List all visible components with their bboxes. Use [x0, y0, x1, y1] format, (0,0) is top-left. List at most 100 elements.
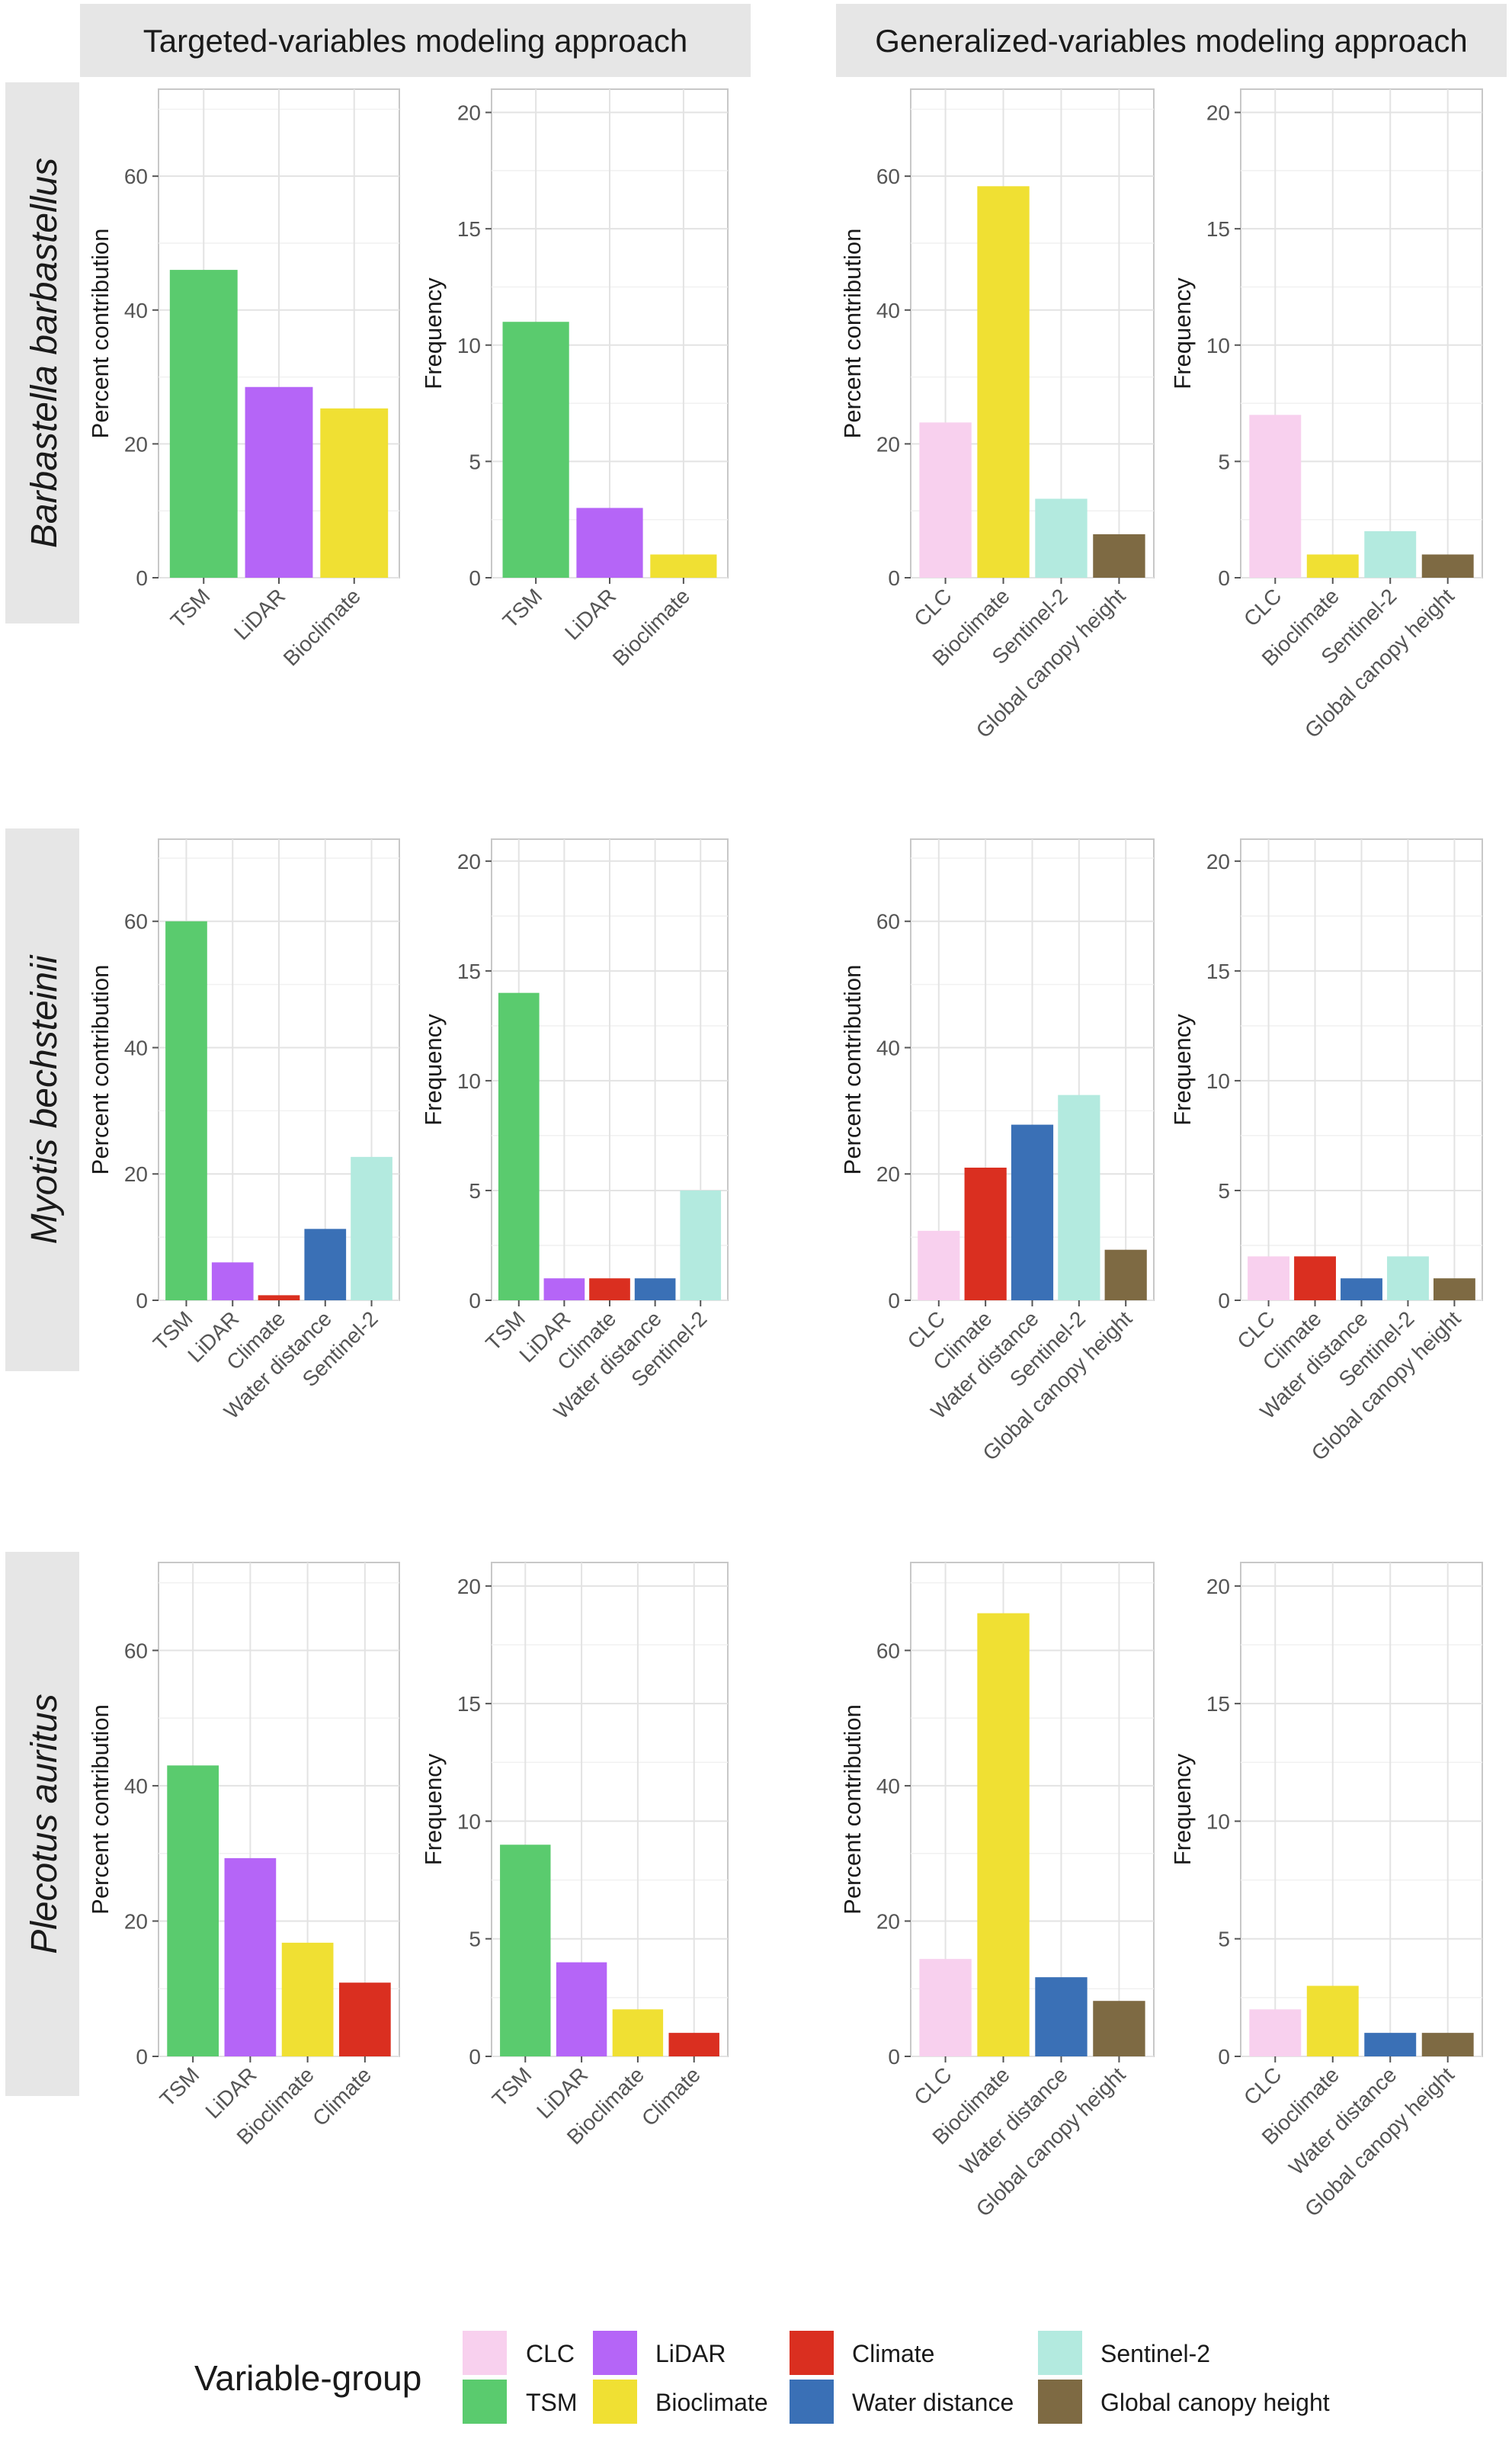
chart-2-3-bar-clc — [918, 1230, 960, 1300]
chart-3-2-ytick-label: 0 — [469, 2045, 481, 2069]
legend-label-sentinel-2: Sentinel-2 — [1100, 2340, 1210, 2367]
chart-2-1-ytick-label: 0 — [136, 1289, 148, 1312]
legend-label-tsm: TSM — [526, 2389, 578, 2416]
chart-3-3-bar-clc — [919, 1959, 972, 2056]
chart-1-1-xtick-label-lidar: LiDAR — [229, 584, 290, 644]
chart-3-1-bar-bioclimate — [281, 1942, 334, 2056]
chart-3-2: 05101520TSMLiDARBioclimateClimateFrequen… — [420, 1562, 729, 2149]
legend: Variable-group CLC TSM LiDAR Bioclimate … — [194, 2331, 1330, 2424]
chart-1-3-bar-global-canopy-height — [1093, 534, 1145, 578]
chart-3-4-bar-water-distance — [1364, 2033, 1417, 2056]
chart-2-4-bar-water-distance — [1341, 1278, 1382, 1300]
chart-2-2-bar-tsm — [498, 992, 540, 1300]
legend-label-clc: CLC — [526, 2340, 575, 2367]
chart-2-2-bar-lidar — [543, 1278, 585, 1300]
chart-1-4-ytick-label: 5 — [1218, 450, 1230, 473]
chart-2-1-bar-climate — [258, 1295, 300, 1300]
chart-3-4-bar-clc — [1249, 2009, 1302, 2056]
chart-3-1-xtick-label-climate: Climate — [308, 2062, 376, 2130]
chart-3-2-ytick-label: 20 — [457, 1575, 481, 1598]
chart-1-2-ytick-label: 20 — [457, 101, 481, 125]
legend-swatch-clc — [463, 2331, 507, 2375]
chart-1-2-ylabel: Frequency — [420, 277, 447, 389]
chart-2-3-ytick-label: 0 — [888, 1289, 900, 1312]
chart-1-2-bar-lidar — [576, 508, 643, 578]
chart-3-4-bar-bioclimate — [1306, 1985, 1359, 2056]
chart-1-2-bar-tsm — [502, 322, 569, 578]
chart-3-2-bar-bioclimate — [612, 2009, 664, 2056]
chart-1-4-bar-sentinel-2 — [1364, 530, 1417, 578]
chart-1-1-ytick-label: 0 — [136, 566, 148, 590]
species-strip-2-bg — [5, 828, 79, 1371]
chart-2-1-bar-lidar — [211, 1262, 254, 1300]
chart-1-4-ytick-label: 20 — [1206, 101, 1230, 125]
chart-1-1-bar-bioclimate — [320, 408, 389, 578]
chart-1-4-xtick-label-clc: CLC — [1239, 584, 1286, 631]
chart-1-2-ytick-label: 10 — [457, 334, 481, 357]
chart-3-4-ylabel: Frequency — [1169, 1753, 1196, 1865]
chart-3-2-ytick-label: 5 — [469, 1928, 481, 1951]
chart-3-3-ytick-label: 0 — [888, 2045, 900, 2069]
chart-3-3-ytick-label: 20 — [876, 1909, 900, 1933]
chart-1-2-xtick-label-lidar: LiDAR — [560, 584, 620, 644]
chart-1-2-ytick-label: 0 — [469, 566, 481, 590]
chart-2-4-ytick-label: 15 — [1206, 960, 1230, 983]
chart-2-2-ylabel: Frequency — [420, 1014, 447, 1126]
chart-3-4-ytick-label: 5 — [1218, 1928, 1230, 1951]
chart-2-3-ytick-label: 20 — [876, 1162, 900, 1186]
column-header-targeted: Targeted-variables modeling approach — [143, 23, 687, 59]
chart-3-1: 0204060TSMLiDARBioclimateClimatePercent … — [87, 1562, 400, 2149]
chart-2-2-ytick-label: 0 — [469, 1289, 481, 1312]
chart-3-1-bar-climate — [339, 1982, 391, 2056]
chart-3-2-ytick-label: 15 — [457, 1692, 481, 1716]
chart-1-1-xtick-label-bioclimate: Bioclimate — [279, 584, 365, 670]
chart-3-3-ytick-label: 60 — [876, 1639, 900, 1662]
chart-2-2-ytick-label: 15 — [457, 960, 481, 983]
chart-1-1-ytick-label: 20 — [124, 432, 148, 456]
chart-2-2-bar-water-distance — [634, 1278, 676, 1300]
column-header-generalized-bg — [836, 4, 1507, 77]
chart-2-4-ytick-label: 0 — [1218, 1289, 1230, 1312]
chart-3-1-xtick-label-tsm: TSM — [155, 2062, 204, 2111]
chart-2-4-bar-climate — [1294, 1256, 1336, 1300]
chart-1-2-xtick-label-tsm: TSM — [498, 584, 547, 633]
chart-3-3-ytick-label: 40 — [876, 1774, 900, 1798]
chart-2-4-bar-sentinel-2 — [1387, 1256, 1429, 1300]
chart-1-1-xtick-label-tsm: TSM — [166, 584, 215, 633]
chart-2-1-bar-sentinel-2 — [351, 1156, 392, 1300]
chart-1-2-bar-bioclimate — [650, 554, 717, 578]
chart-3-4-ytick-label: 15 — [1206, 1692, 1230, 1716]
chart-3-4-ytick-label: 0 — [1218, 2045, 1230, 2069]
chart-3-2-bar-tsm — [500, 1844, 551, 2056]
chart-1-2-xtick-label-bioclimate: Bioclimate — [608, 584, 694, 670]
column-header-generalized: Generalized-variables modeling approach — [875, 23, 1467, 59]
chart-3-4-ytick-label: 20 — [1206, 1575, 1230, 1598]
chart-1-4-ytick-label: 0 — [1218, 566, 1230, 590]
chart-1-3-ytick-label: 20 — [876, 432, 900, 456]
chart-2-1-ytick-label: 60 — [124, 910, 148, 934]
chart-2-3-bar-sentinel-2 — [1058, 1095, 1100, 1300]
chart-2-2-bar-climate — [589, 1278, 630, 1300]
legend-swatch-lidar — [593, 2331, 637, 2375]
chart-2-2-bar-sentinel-2 — [680, 1190, 722, 1300]
chart-2-4-ytick-label: 5 — [1218, 1179, 1230, 1203]
legend-swatch-climate — [790, 2331, 834, 2375]
species-strip-3-bg — [5, 1552, 79, 2096]
chart-1-4-bar-clc — [1249, 415, 1302, 578]
chart-3-3-ylabel: Percent contribution — [839, 1704, 866, 1915]
chart-2-2-ytick-label: 10 — [457, 1069, 481, 1093]
chart-3-2-ylabel: Frequency — [420, 1753, 447, 1865]
chart-3-1-ytick-label: 40 — [124, 1774, 148, 1798]
